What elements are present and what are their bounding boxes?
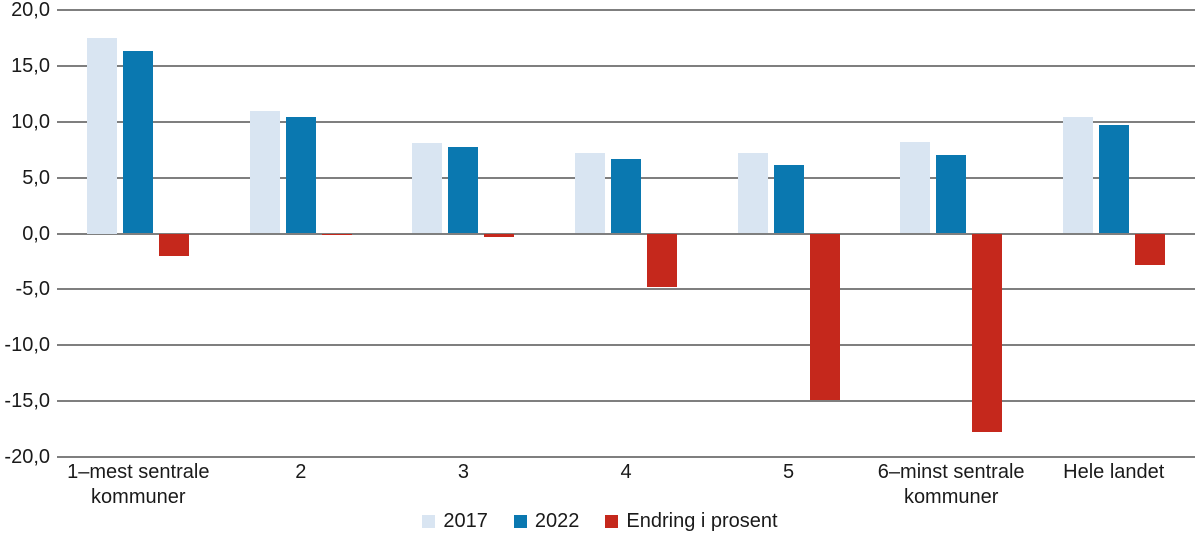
bar-2022-group-5	[773, 165, 804, 234]
legend-label-2017: 2017	[443, 510, 488, 532]
bar-2017-group-4	[575, 153, 605, 234]
y-axis-tick-label: 15,0	[11, 54, 50, 77]
bar-2022-group-6	[936, 155, 967, 234]
legend-swatch-2017	[422, 514, 436, 528]
x-axis-category-label-4: 4	[620, 461, 632, 483]
y-axis-tick-label: 20,0	[11, 0, 50, 21]
legend-item-endring-i-prosent: Endring i prosent	[605, 510, 778, 532]
y-axis-tick-label: -20,0	[4, 446, 50, 468]
gridline	[57, 456, 1195, 458]
x-axis-category-label-1: 1–mest sentrale kommuner	[67, 461, 210, 508]
bar-2022-group-4	[611, 158, 641, 234]
bar-endring-i-prosent-group-3	[484, 233, 515, 237]
gridline	[57, 232, 1195, 235]
x-axis-category-label-5: 5	[783, 461, 795, 483]
y-axis: 20,0 15,0 10,0 5,0 0,0 -5,0 -10,0 -15,0 -20,0	[0, 0, 50, 467]
bar-endring-i-prosent-group-1	[159, 233, 190, 256]
gridline	[57, 400, 1195, 403]
gridline	[57, 288, 1195, 291]
legend-label-endring-i-prosent: Endring i prosent	[626, 510, 778, 532]
x-axis-category-label-2: 2	[295, 461, 307, 483]
bar-endring-i-prosent-group-4	[647, 233, 677, 288]
gridline	[57, 120, 1195, 123]
bar-2017-group-2	[249, 110, 280, 234]
x-axis-category-label-6: 6–minst sentrale kommuner	[877, 461, 1025, 508]
bar-2022-group-7	[1098, 125, 1129, 234]
legend-item-2022: 2022	[513, 510, 580, 532]
legend-swatch-endring-i-prosent	[605, 514, 619, 528]
legend-label-2022: 2022	[534, 510, 580, 532]
bar-2017-group-7	[1062, 117, 1093, 234]
x-axis-category-label-7: Hele landet	[1063, 461, 1165, 483]
bar-2017-group-6	[900, 141, 931, 234]
legend-swatch-2022	[513, 514, 527, 528]
bar-endring-i-prosent-group-6	[972, 233, 1003, 433]
bar-2022-group-3	[448, 147, 479, 234]
x-axis-category-label-3: 3	[457, 461, 469, 483]
bar-2017-group-3	[412, 142, 443, 234]
x-axis: 1–mest sentrale kommuner 2 3 4 5 6–minst sent…	[57, 460, 1195, 510]
bar-2017-group-1	[87, 37, 118, 234]
gridline	[57, 64, 1195, 67]
bar-endring-i-prosent-group-2	[321, 233, 352, 235]
y-axis-tick-label: 10,0	[11, 110, 50, 133]
legend: 2017 2022 Endring i prosent	[0, 511, 1200, 531]
gridline	[57, 9, 1195, 11]
bar-2022-group-2	[285, 117, 316, 234]
plot-area	[57, 9, 1195, 458]
bar-2022-group-1	[123, 51, 154, 234]
y-axis-tick-label: -15,0	[4, 390, 50, 413]
y-axis-tick-label: -5,0	[15, 278, 50, 301]
bar-2017-group-5	[737, 153, 768, 234]
y-axis-tick-label: -10,0	[4, 334, 50, 357]
gridline	[57, 344, 1195, 347]
y-axis-tick-label: 0,0	[22, 222, 50, 245]
bar-endring-i-prosent-group-7	[1134, 233, 1165, 265]
bar-endring-i-prosent-group-5	[809, 233, 840, 400]
legend-item-2017: 2017	[422, 511, 488, 531]
y-axis-tick-label: 5,0	[22, 166, 50, 189]
